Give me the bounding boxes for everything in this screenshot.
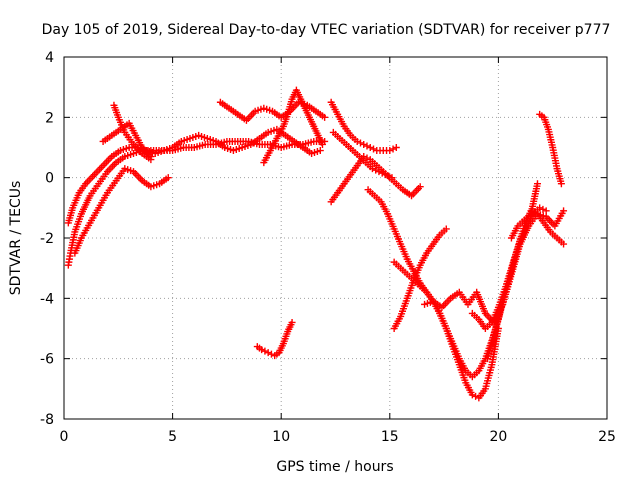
series-arc-m bbox=[390, 225, 450, 332]
series-arc-f bbox=[216, 98, 329, 124]
data-point bbox=[381, 171, 389, 179]
data-point bbox=[147, 153, 155, 161]
series-arc-q bbox=[507, 180, 541, 242]
data-points bbox=[64, 86, 568, 402]
y-tick-label: -2 bbox=[40, 231, 54, 247]
data-point bbox=[264, 349, 272, 357]
data-point bbox=[536, 204, 544, 212]
series-arc-e bbox=[99, 119, 155, 161]
x-tick-label: 5 bbox=[168, 429, 177, 445]
series-arc-c bbox=[71, 165, 172, 257]
x-tick-label: 10 bbox=[272, 429, 290, 445]
y-tick-label: 2 bbox=[45, 110, 54, 126]
data-point-interp bbox=[472, 392, 480, 400]
series-arc-g bbox=[260, 86, 326, 167]
data-point bbox=[366, 144, 374, 151]
data-point bbox=[368, 165, 376, 173]
data-point bbox=[557, 180, 565, 188]
x-axis-label: GPS time / hours bbox=[276, 459, 393, 475]
data-point bbox=[258, 346, 266, 354]
data-point bbox=[542, 207, 550, 215]
y-tick-label: 4 bbox=[45, 50, 54, 66]
data-point bbox=[386, 147, 394, 155]
x-tick-label: 20 bbox=[489, 429, 507, 445]
y-axis-label: SDTVAR / TECUs bbox=[8, 181, 24, 296]
series-arc-h bbox=[327, 98, 400, 155]
data-point-interp bbox=[385, 172, 393, 180]
data-point bbox=[164, 174, 172, 182]
series-arc-i bbox=[327, 153, 424, 206]
data-point-interp bbox=[372, 166, 380, 174]
data-point bbox=[360, 140, 368, 148]
data-point-interp bbox=[363, 142, 371, 150]
data-point bbox=[318, 140, 326, 148]
data-point bbox=[442, 225, 450, 233]
data-point bbox=[468, 391, 476, 399]
series-arc-p bbox=[484, 204, 550, 363]
y-tick-label: -8 bbox=[40, 412, 54, 428]
data-point bbox=[375, 168, 383, 176]
data-point-interp bbox=[539, 205, 547, 213]
tick-layer: 0 5 10 15 20 25 -8 -6 -4 -2 0 2 4 bbox=[40, 50, 616, 445]
data-point-interp bbox=[389, 145, 397, 153]
y-tick-label: -4 bbox=[40, 291, 54, 307]
series-arc-r bbox=[536, 110, 565, 188]
data-point bbox=[288, 318, 296, 326]
plot-frame bbox=[63, 56, 608, 420]
series-arc-s bbox=[253, 318, 296, 360]
series-arc-j bbox=[329, 128, 396, 182]
chart-title: Day 105 of 2019, Sidereal Day-to-day VTE… bbox=[42, 22, 611, 38]
data-point bbox=[321, 113, 329, 121]
data-point bbox=[388, 174, 396, 182]
data-point bbox=[316, 147, 324, 155]
data-point bbox=[416, 183, 424, 191]
x-tick-label: 25 bbox=[598, 429, 616, 445]
x-tick-label: 0 bbox=[60, 429, 69, 445]
data-point-interp bbox=[356, 139, 364, 147]
data-point-interp bbox=[261, 347, 269, 355]
data-point bbox=[560, 240, 568, 248]
y-tick-label: 0 bbox=[45, 171, 54, 187]
data-point bbox=[533, 180, 541, 188]
data-point-interp bbox=[378, 169, 386, 177]
data-point bbox=[560, 207, 568, 215]
data-point bbox=[353, 137, 361, 145]
data-point-interp bbox=[370, 145, 378, 153]
y-tick-label: -6 bbox=[40, 352, 54, 368]
data-point bbox=[392, 144, 400, 151]
x-tick-label: 15 bbox=[381, 429, 399, 445]
